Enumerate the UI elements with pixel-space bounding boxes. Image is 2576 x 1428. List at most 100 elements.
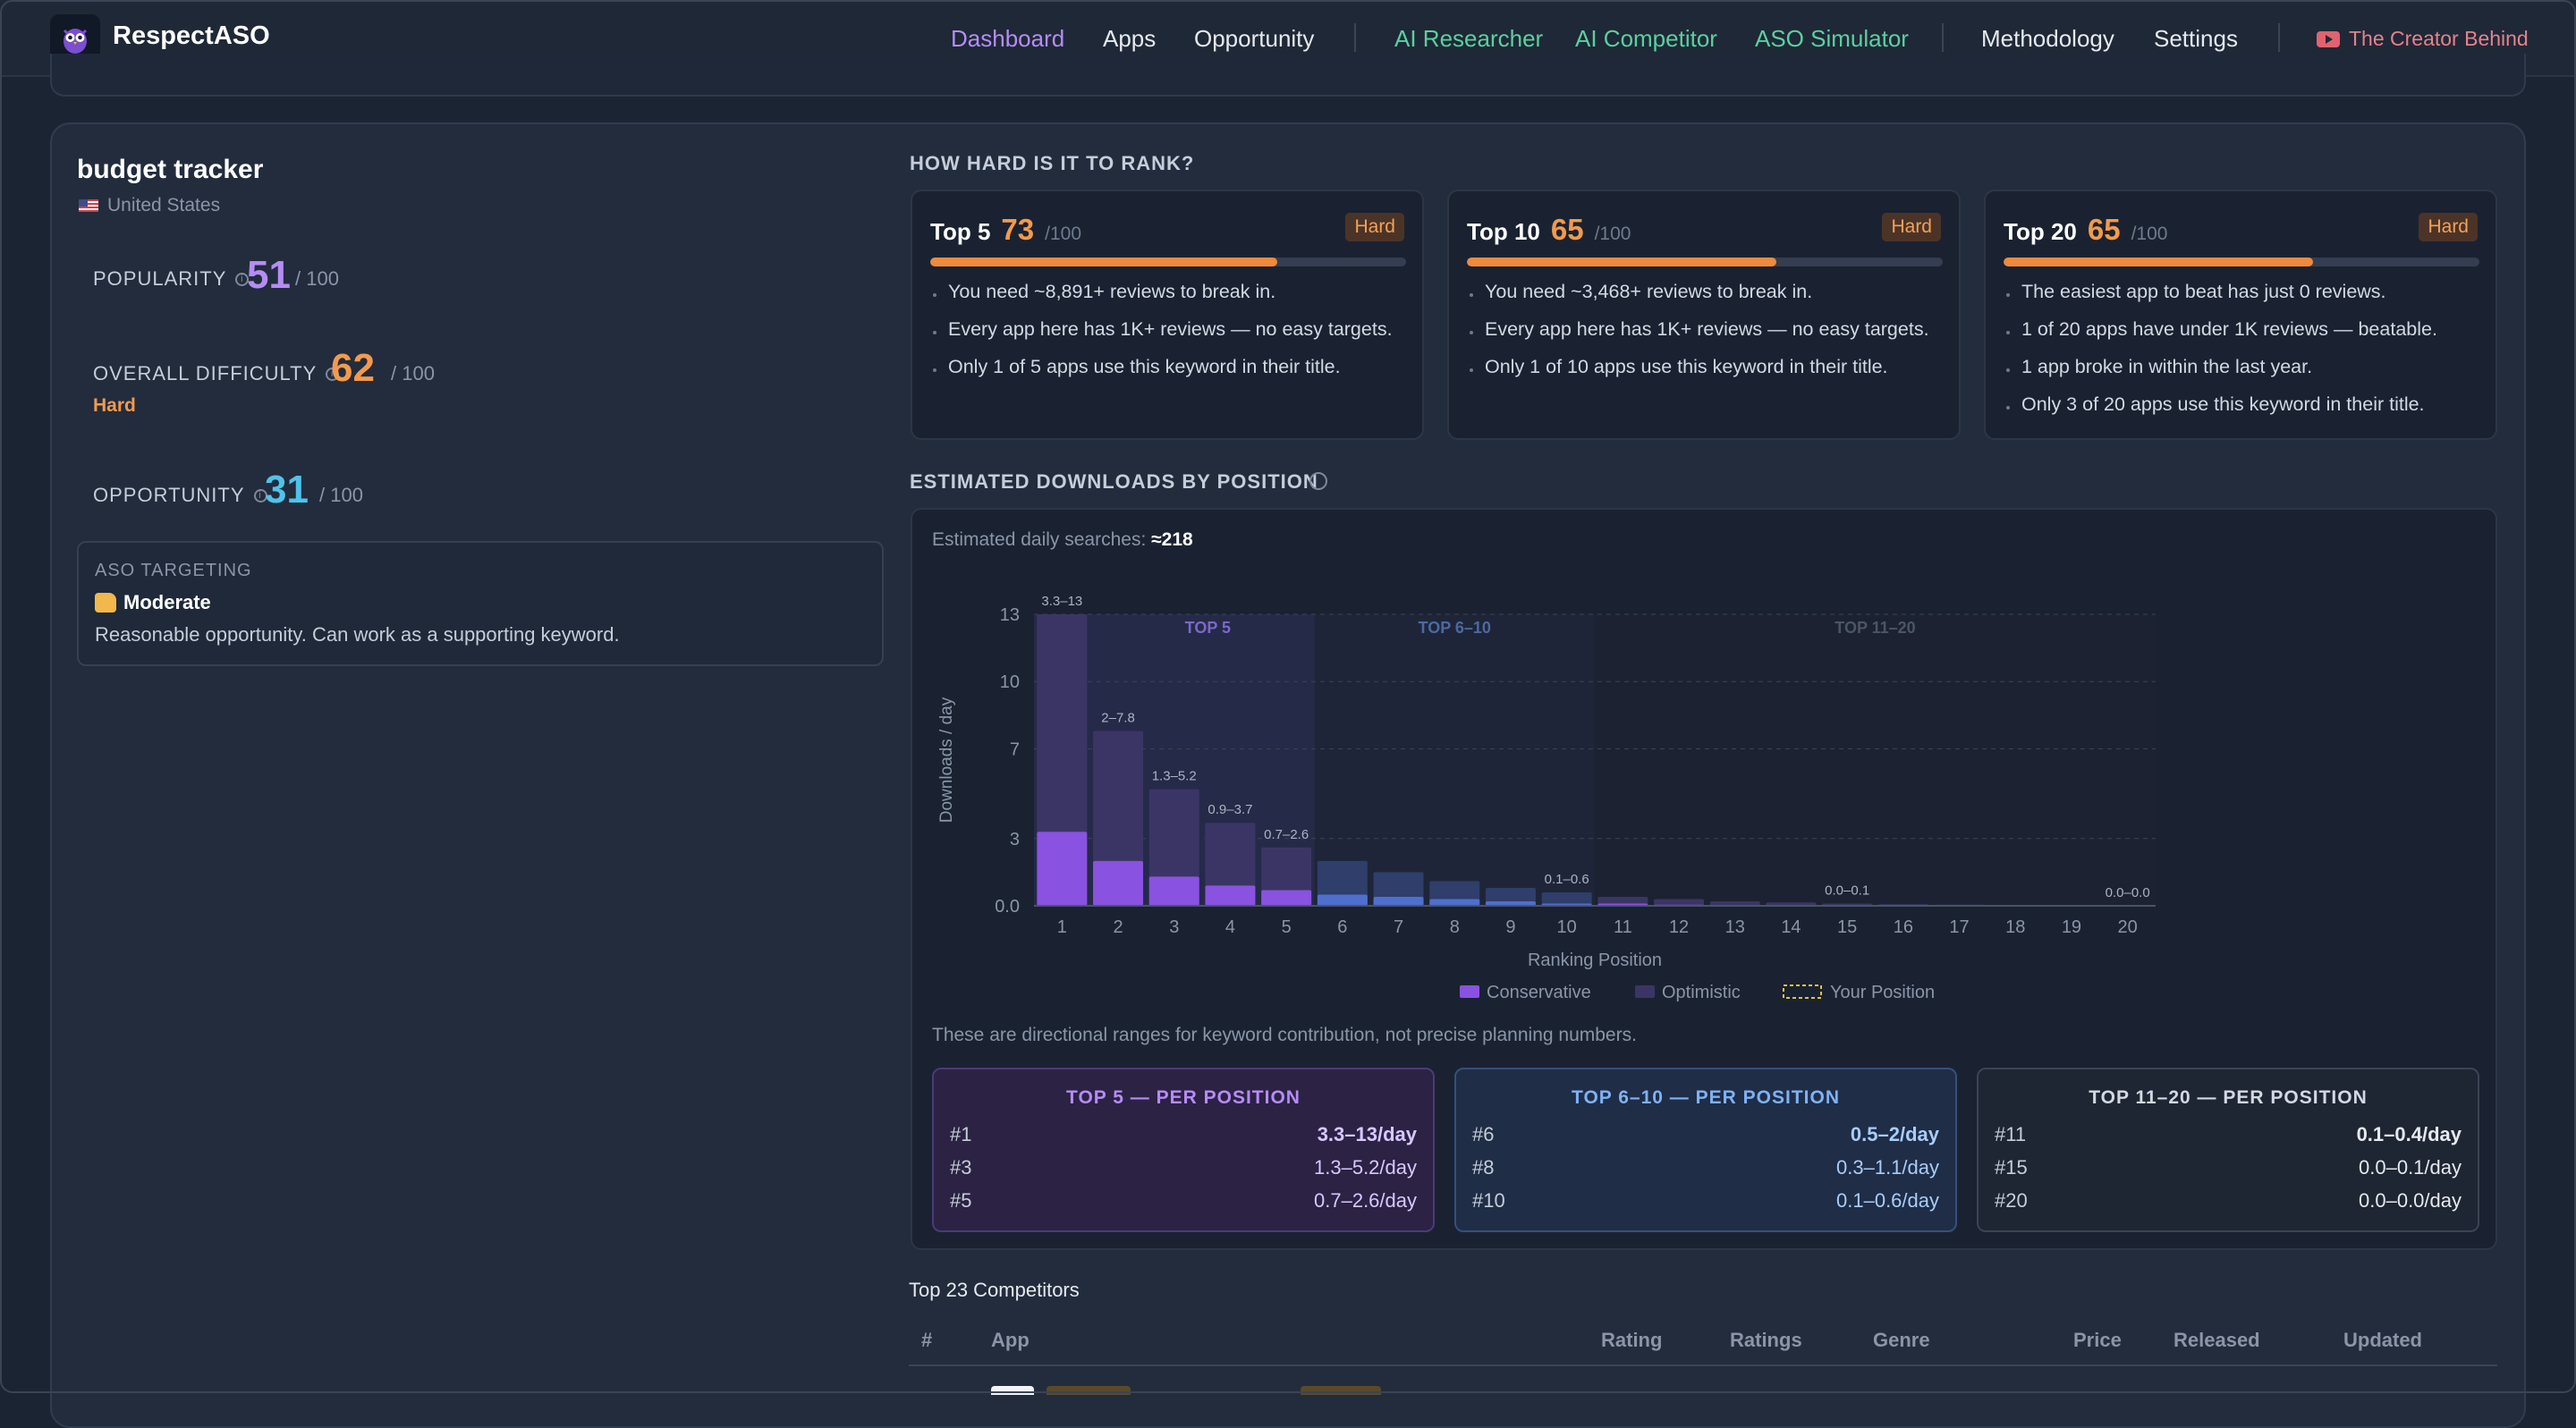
info-icon[interactable]: i — [326, 367, 340, 381]
chart-zone — [1595, 614, 2156, 906]
rank-bullet: 1 app broke in within the last year. — [2004, 356, 2437, 378]
col-app[interactable]: App — [991, 1329, 1030, 1351]
bar-data-label: 3.3–13 — [1041, 594, 1082, 609]
col-released[interactable]: Released — [2174, 1329, 2260, 1351]
y-tick-label: 13 — [1000, 605, 1020, 625]
aso-level-text: Moderate — [123, 591, 211, 613]
bar-data-label: 0.1–0.6 — [1545, 872, 1589, 887]
legend-swatch-optimistic — [1635, 985, 1655, 998]
nav-divider — [2278, 23, 2280, 52]
daily-searches: Estimated daily searches: ≈218 — [932, 529, 1193, 551]
competitors-title: Top 23 Competitors — [909, 1279, 1080, 1301]
y-tick-label: 0.0 — [995, 897, 1020, 917]
tier-value: 0.7–2.6/day — [1314, 1189, 1417, 1212]
tier-row: #15 0.0–0.1/day — [1995, 1156, 2462, 1179]
rank-bullet: Only 3 of 20 apps use this keyword in th… — [2004, 393, 2437, 416]
rank-progress-bar — [930, 258, 1406, 266]
rank-bullets: The easiest app to beat has just 0 revie… — [2004, 281, 2437, 431]
app-icon — [991, 1386, 1034, 1395]
popularity-value: 51 — [247, 253, 291, 297]
rank-header: Top 10 65 /100 — [1467, 213, 1631, 247]
youtube-icon — [2317, 30, 2340, 47]
nav-apps[interactable]: Apps — [1103, 25, 1157, 52]
nav-aso-simulator[interactable]: ASO Simulator — [1755, 25, 1909, 52]
rank-progress-fill — [930, 258, 1278, 266]
zone-label: TOP 5 — [1185, 619, 1231, 637]
rank-progress-fill — [2004, 258, 2313, 266]
nav-opportunity[interactable]: Opportunity — [1194, 25, 1315, 52]
rank-header: Top 5 73 /100 — [930, 213, 1081, 247]
us-flag-icon — [79, 199, 98, 212]
y-tick-label: 10 — [1000, 672, 1020, 692]
x-tick-label: 12 — [1669, 917, 1689, 937]
popularity-label: POPULARITY i — [93, 267, 250, 291]
tier-row: #1 3.3–13/day — [950, 1123, 1417, 1146]
legend-label-your-position: Your Position — [1830, 983, 1935, 1002]
difficulty-badge: Hard — [1882, 213, 1941, 241]
x-tick-label: 10 — [1557, 917, 1577, 937]
chart-note: These are directional ranges for keyword… — [932, 1025, 1637, 1045]
rank-bullet: Only 1 of 10 apps use this keyword in th… — [1467, 356, 1929, 378]
rank-header: Top 20 65 /100 — [2004, 213, 2167, 247]
info-icon[interactable] — [1309, 472, 1327, 490]
x-tick-label: 13 — [1725, 917, 1745, 937]
col-price[interactable]: Price — [2073, 1329, 2122, 1351]
x-tick-label: 20 — [2118, 917, 2138, 937]
rank-bullets: You need ~3,468+ reviews to break in. Eve… — [1467, 281, 1929, 393]
creator-link[interactable]: The Creator Behind — [2317, 27, 2529, 51]
x-tick-label: 5 — [1282, 917, 1292, 937]
tier-position: #11 — [1995, 1123, 2027, 1145]
x-tick-label: 2 — [1113, 917, 1123, 937]
tier-title: TOP 6–10 — PER POSITION — [1572, 1087, 1840, 1108]
rank-max: /100 — [1045, 224, 1081, 244]
tier-position: #5 — [950, 1189, 972, 1212]
info-icon[interactable]: i — [253, 488, 267, 503]
popularity-max: / 100 — [295, 267, 339, 290]
nav-settings[interactable]: Settings — [2154, 25, 2238, 52]
tier-value: 0.1–0.6/day — [1836, 1189, 1939, 1212]
rank-score: 65 — [1550, 213, 1584, 246]
x-tick-label: 19 — [2062, 917, 2081, 937]
bar-optimistic — [1709, 900, 1760, 906]
tier-row: #20 0.0–0.0/day — [1995, 1189, 2462, 1213]
x-tick-label: 1 — [1057, 917, 1067, 937]
nav-methodology[interactable]: Methodology — [1981, 25, 2114, 52]
rank-progress-fill — [1467, 258, 1776, 266]
tier-value: 1.3–5.2/day — [1314, 1156, 1417, 1179]
col-ratings[interactable]: Ratings — [1730, 1329, 1802, 1351]
col-updated[interactable]: Updated — [2343, 1329, 2422, 1351]
x-tick-label: 6 — [1337, 917, 1347, 937]
rank-progress-bar — [1467, 258, 1943, 266]
bar-optimistic — [1205, 823, 1256, 906]
info-icon[interactable]: i — [235, 272, 250, 286]
rank-tier-name: Top 10 — [1467, 218, 1540, 245]
col-rating[interactable]: Rating — [1601, 1329, 1663, 1351]
x-tick-label: 14 — [1781, 917, 1801, 937]
tier-card: TOP 11–20 — PER POSITION #11 0.1–0.4/day… — [1977, 1068, 2479, 1232]
tier-value: 0.1–0.4/day — [2356, 1123, 2462, 1145]
rank-card: Top 10 65 /100 Hard You need ~3,468+ rev… — [1447, 190, 1961, 440]
downloads-card: Estimated daily searches: ≈218 TOP 5 TOP … — [911, 508, 2497, 1250]
nav-ai-researcher[interactable]: AI Researcher — [1394, 25, 1544, 52]
x-tick-label: 15 — [1837, 917, 1857, 937]
bar-optimistic — [1654, 899, 1705, 906]
legend-swatch-conservative — [1460, 985, 1479, 998]
rank-tier-name: Top 5 — [930, 218, 991, 245]
rank-bullet: The easiest app to beat has just 0 revie… — [2004, 281, 2437, 303]
x-tick-label: 16 — [1894, 917, 1913, 937]
popularity-label-text: POPULARITY — [93, 267, 227, 290]
nav-ai-competitor[interactable]: AI Competitor — [1575, 25, 1717, 52]
tier-row: #8 0.3–1.1/day — [1472, 1156, 1939, 1179]
x-tick-label: 4 — [1225, 917, 1235, 937]
bar-conservative — [1093, 860, 1144, 906]
opportunity-max: / 100 — [319, 484, 363, 506]
bar-conservative — [1485, 900, 1536, 906]
difficulty-value: 62 — [331, 346, 375, 390]
nav-dashboard[interactable]: Dashboard — [951, 25, 1065, 52]
col-genre[interactable]: Genre — [1873, 1329, 1930, 1351]
col-rank[interactable]: # — [921, 1329, 933, 1351]
difficulty-label: OVERALL DIFFICULTY i — [93, 362, 340, 385]
brand-name[interactable]: RespectASO — [113, 21, 270, 50]
bar-data-label: 0.0–0.0 — [2106, 885, 2150, 900]
opportunity-value: 31 — [265, 468, 309, 511]
